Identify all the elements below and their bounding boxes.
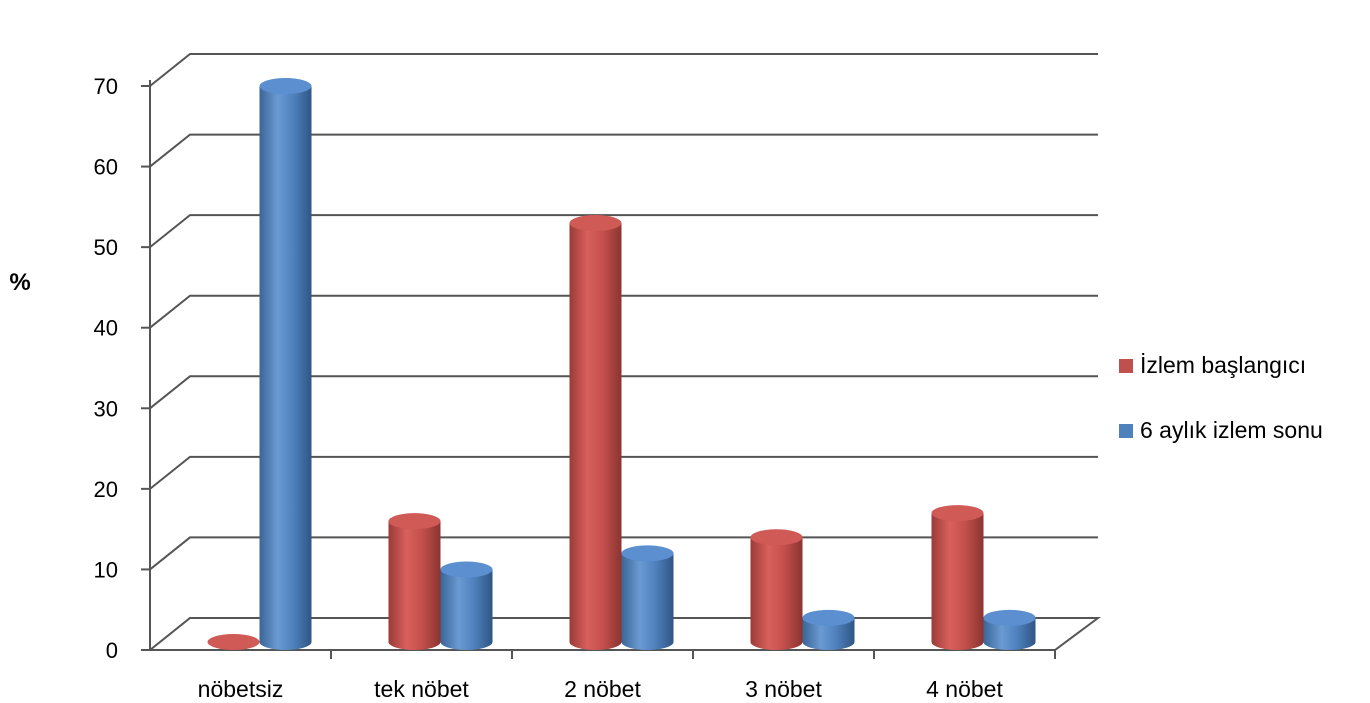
legend-label: İzlem başlangıcı [1140, 352, 1306, 378]
y-tick-label: 60 [94, 155, 118, 180]
bar-top [388, 513, 441, 530]
bar-body [259, 86, 312, 651]
x-category-label: 4 nöbet [926, 676, 1003, 702]
y-tick-label: 20 [94, 477, 118, 502]
legend-swatch [1119, 424, 1133, 438]
y-tick-label: 30 [94, 396, 118, 421]
bar-body [750, 537, 803, 650]
gridline [149, 133, 1098, 168]
bar-body [388, 521, 441, 650]
bar-top [750, 529, 803, 546]
y-tick-label: 10 [94, 557, 118, 582]
bar-body [802, 617, 855, 650]
x-category-label: nöbetsiz [198, 676, 284, 702]
bar-six-month-2 [621, 545, 674, 650]
bar-six-month-4 [983, 609, 1036, 650]
bar-baseline-2 [569, 215, 622, 650]
bar-top [440, 561, 493, 578]
bar-top [983, 609, 1036, 626]
legend-label: 6 aylık izlem sonu [1140, 417, 1323, 443]
legend: İzlem başlangıcı 6 aylık izlem sonu [1119, 352, 1323, 443]
bar-top [621, 545, 674, 562]
bar-six-month-0 [259, 78, 312, 651]
bar-baseline-3 [750, 529, 803, 650]
y-tick-labels: 0 10 20 30 40 50 60 70 [94, 74, 118, 663]
x-category-label: 2 nöbet [564, 676, 641, 702]
y-tick-label: 0 [106, 638, 118, 663]
gridline [149, 375, 1098, 410]
x-category-label: tek nöbet [374, 676, 469, 702]
bar-body [983, 617, 1036, 650]
bar-top [207, 634, 260, 650]
bar-body [621, 553, 674, 650]
bar-baseline-1 [388, 513, 441, 650]
bar-baseline-0 [207, 634, 260, 650]
gridline [149, 455, 1098, 490]
y-tick-label: 40 [94, 316, 118, 341]
bar-baseline-4 [931, 505, 984, 650]
y-tick-label: 50 [94, 235, 118, 260]
bars [207, 78, 1036, 651]
gridline [149, 214, 1098, 248]
bar-body [440, 569, 493, 650]
bar-top [259, 78, 312, 95]
x-category-labels: nöbetsiz tek nöbet 2 nöbet 3 nöbet 4 nöbet [198, 676, 1004, 702]
bar-top [931, 505, 984, 522]
y-tick-label: 70 [94, 74, 118, 99]
bar-six-month-3 [802, 609, 855, 650]
bar-six-month-1 [440, 561, 493, 650]
y-axis-label: % [9, 269, 30, 296]
bar-top [569, 215, 622, 232]
x-category-label: 3 nöbet [745, 676, 822, 702]
gridline [149, 53, 1098, 87]
gridline [149, 294, 1098, 329]
bar-top [802, 609, 855, 626]
bar-body [569, 223, 622, 650]
legend-swatch [1119, 359, 1133, 373]
bar-body [931, 513, 984, 650]
